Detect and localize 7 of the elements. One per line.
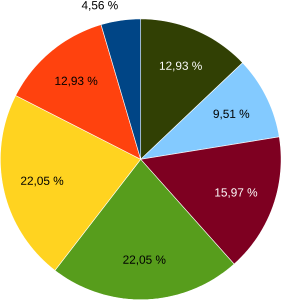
data-label: 9,51 % bbox=[213, 110, 250, 120]
data-label: 12,93 % bbox=[160, 62, 202, 72]
data-label: 22,05 % bbox=[20, 176, 64, 186]
data-label: 15,97 % bbox=[215, 188, 257, 198]
data-label: 22,05 % bbox=[123, 255, 166, 266]
data-label: 12,93 % bbox=[55, 76, 98, 86]
data-label: 4,56 % bbox=[82, 1, 118, 11]
